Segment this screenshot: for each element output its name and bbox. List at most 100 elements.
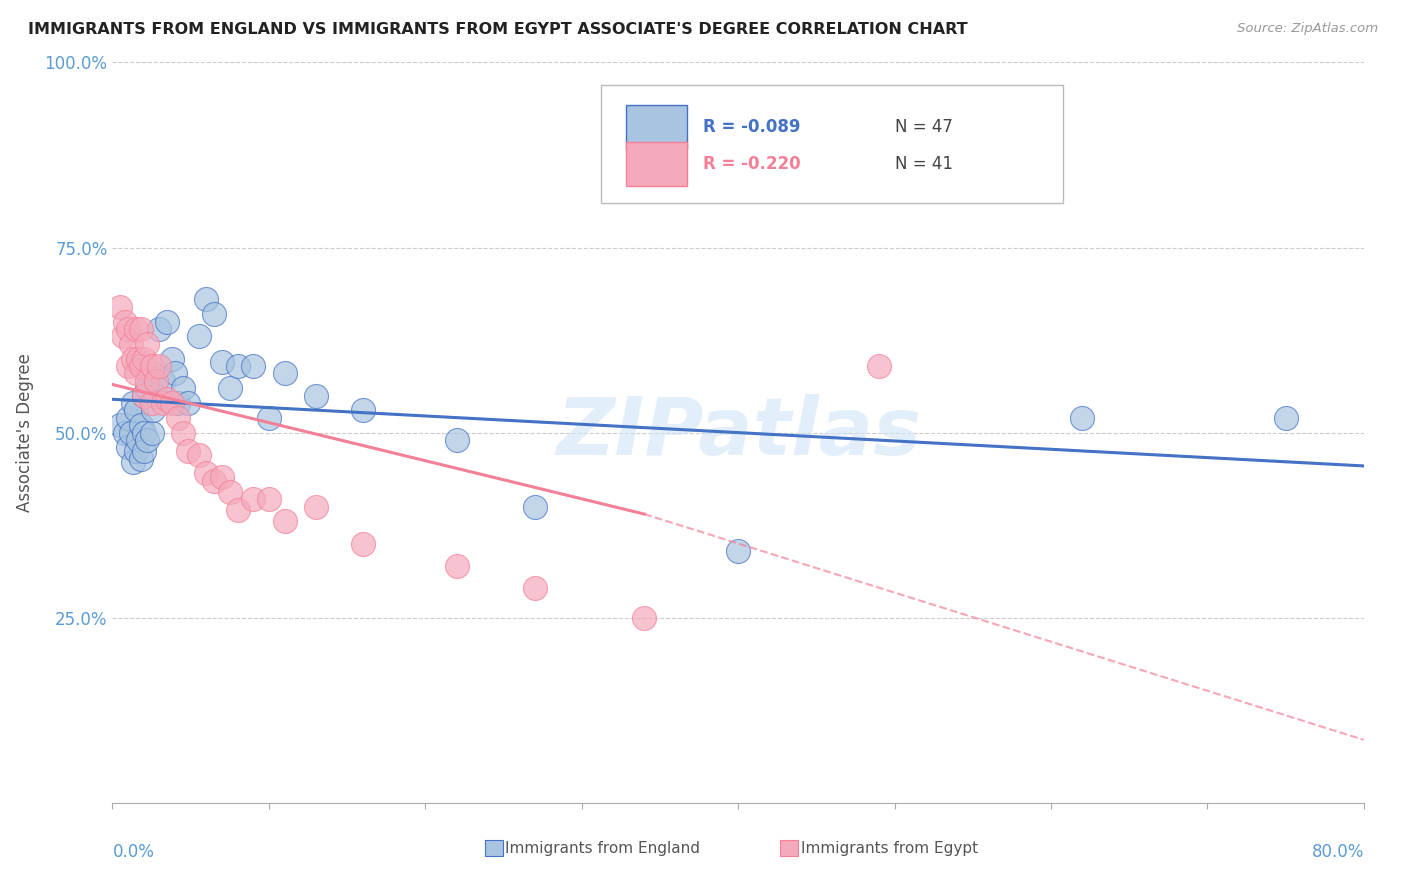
Point <box>148 359 170 373</box>
Point <box>156 314 179 328</box>
Point <box>257 410 280 425</box>
Point <box>135 433 157 447</box>
Point <box>1274 410 1296 425</box>
Point <box>226 359 249 373</box>
Point <box>352 536 374 550</box>
Point <box>112 329 135 343</box>
Point <box>148 322 170 336</box>
Point <box>110 300 132 314</box>
Point <box>141 425 163 440</box>
Point <box>211 355 233 369</box>
Point <box>176 444 198 458</box>
Point <box>187 329 209 343</box>
Point <box>176 396 198 410</box>
Point <box>145 374 167 388</box>
Point <box>129 418 152 433</box>
Point <box>242 492 264 507</box>
Point <box>145 388 167 402</box>
Point <box>633 610 655 624</box>
Text: N = 41: N = 41 <box>894 155 953 173</box>
Point <box>868 359 890 373</box>
Point <box>121 351 143 366</box>
Point <box>117 441 139 455</box>
Point <box>152 374 174 388</box>
Text: N = 47: N = 47 <box>894 119 952 136</box>
Point <box>167 396 190 410</box>
Point <box>273 515 295 529</box>
Point <box>120 425 142 440</box>
Point <box>129 359 152 373</box>
Point <box>145 374 167 388</box>
Point <box>132 388 155 402</box>
Point <box>305 500 328 514</box>
Text: 0.0%: 0.0% <box>112 843 155 861</box>
FancyBboxPatch shape <box>626 143 688 186</box>
Point <box>211 470 233 484</box>
Point <box>195 467 218 481</box>
Point <box>129 322 152 336</box>
Point <box>139 370 162 384</box>
Point <box>152 396 174 410</box>
Point <box>141 367 163 381</box>
Point <box>117 410 139 425</box>
Point <box>156 392 179 407</box>
Point <box>195 293 218 307</box>
Point <box>135 374 157 388</box>
Point <box>226 503 249 517</box>
Point <box>218 484 240 499</box>
Point <box>352 403 374 417</box>
Point <box>160 396 183 410</box>
Text: 80.0%: 80.0% <box>1312 843 1364 861</box>
Point <box>202 474 225 488</box>
Text: Immigrants from Egypt: Immigrants from Egypt <box>800 841 977 855</box>
Point <box>523 500 546 514</box>
Point <box>125 403 148 417</box>
Text: Immigrants from England: Immigrants from England <box>505 841 700 855</box>
Point <box>172 425 194 440</box>
Point <box>125 322 148 336</box>
Point <box>132 444 155 458</box>
Point <box>305 388 328 402</box>
Text: R = -0.089: R = -0.089 <box>703 119 800 136</box>
Point <box>129 451 152 466</box>
Point <box>132 388 155 402</box>
Point <box>135 381 157 395</box>
Point <box>446 433 468 447</box>
Text: ZIPatlas: ZIPatlas <box>555 393 921 472</box>
Point <box>127 351 149 366</box>
Point <box>132 351 155 366</box>
Point <box>187 448 209 462</box>
FancyBboxPatch shape <box>600 85 1063 203</box>
Point <box>114 314 136 328</box>
Point <box>160 351 183 366</box>
Point <box>121 396 143 410</box>
Point <box>141 359 163 373</box>
Point <box>141 396 163 410</box>
Point <box>446 558 468 573</box>
Point <box>132 425 155 440</box>
Point <box>273 367 295 381</box>
Point <box>135 336 157 351</box>
Point <box>127 433 149 447</box>
Text: Source: ZipAtlas.com: Source: ZipAtlas.com <box>1237 22 1378 36</box>
Point <box>117 359 139 373</box>
Point <box>1071 410 1094 425</box>
Text: IMMIGRANTS FROM ENGLAND VS IMMIGRANTS FROM EGYPT ASSOCIATE'S DEGREE CORRELATION : IMMIGRANTS FROM ENGLAND VS IMMIGRANTS FR… <box>28 22 967 37</box>
Point <box>114 425 136 440</box>
Point <box>257 492 280 507</box>
Point <box>142 403 165 417</box>
Y-axis label: Associate's Degree: Associate's Degree <box>15 353 34 512</box>
Point <box>117 322 139 336</box>
Point <box>727 544 749 558</box>
Point <box>523 581 546 595</box>
Point <box>172 381 194 395</box>
Point <box>110 418 132 433</box>
Point <box>163 367 186 381</box>
Point <box>125 444 148 458</box>
Point <box>218 381 240 395</box>
Text: R = -0.220: R = -0.220 <box>703 155 801 173</box>
Point <box>121 455 143 469</box>
Point <box>167 410 190 425</box>
Point <box>120 336 142 351</box>
Point <box>125 367 148 381</box>
